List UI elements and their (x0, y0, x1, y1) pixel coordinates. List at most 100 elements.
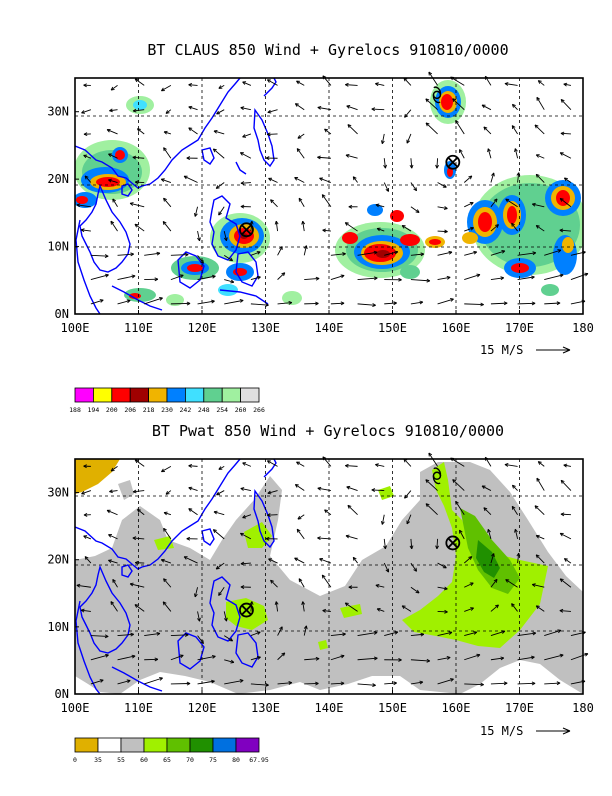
colorbar-swatch (149, 388, 167, 402)
wind-vector (535, 125, 544, 134)
wind-vector (348, 505, 358, 514)
wind-vector (384, 183, 388, 192)
wind-vector (107, 510, 117, 515)
wind-vector (544, 302, 560, 305)
wind-vector (505, 463, 518, 466)
wind-vector (269, 178, 278, 182)
wind-vector (295, 104, 304, 110)
y-tick-label: 30N (47, 105, 69, 119)
colorbar-swatch (222, 388, 240, 402)
x-tick-label: 130E (251, 701, 280, 715)
wind-vector (512, 126, 517, 134)
wind-vector (164, 148, 171, 159)
colorbar-swatch (167, 388, 185, 402)
colorbar-label: 194 (88, 406, 100, 414)
wind-vector (224, 280, 234, 283)
wind-vector (325, 510, 331, 515)
wind-vector (144, 678, 162, 684)
wind-vector (240, 153, 251, 159)
wind-vector (295, 484, 304, 490)
wind-vector (349, 205, 358, 208)
wind-vector (438, 183, 447, 188)
wind-vector (353, 177, 357, 183)
wind-vector (464, 202, 473, 206)
wind-vector (278, 273, 285, 280)
wind-vector (213, 530, 224, 539)
scale-vector: 15 M/S (480, 724, 570, 738)
wind-vector (325, 129, 331, 134)
colorbar-swatch (112, 388, 130, 402)
wind-vector (302, 221, 305, 231)
wind-vector (266, 157, 277, 160)
colorbar-swatch (130, 388, 148, 402)
wind-vector (241, 488, 251, 491)
wind-vector (405, 491, 411, 499)
wind-vector (130, 203, 144, 207)
wind-vector (491, 302, 507, 305)
wind-vector (345, 83, 357, 86)
y-tick-label: 0N (55, 307, 69, 321)
wind-vector (538, 81, 544, 86)
wind-vector (296, 81, 304, 85)
wind-vector (353, 557, 357, 563)
wind-vector (219, 85, 224, 88)
colorbar-swatch (204, 388, 222, 402)
wind-vector (213, 149, 224, 158)
wind-vector (331, 302, 344, 305)
wind-vector (512, 104, 517, 109)
cloud-cluster (124, 213, 302, 306)
wind-vector (505, 83, 518, 86)
wind-vector (84, 133, 91, 136)
wind-vector (491, 173, 494, 183)
y-tick-label: 30N (47, 486, 69, 500)
wind-vector (381, 134, 384, 144)
wind-vector (219, 466, 224, 469)
wind-vector (358, 304, 376, 307)
wind-vector (91, 274, 109, 279)
wind-vector (241, 107, 251, 110)
wind-vector (322, 195, 331, 207)
wind-vector (318, 487, 331, 490)
wind-vector (164, 512, 171, 515)
wind-vector (166, 491, 171, 495)
wind-vector (295, 177, 305, 182)
wind-vector (438, 230, 448, 233)
wind-vector (243, 463, 251, 467)
wind-vector (118, 300, 131, 304)
panel-pwat: BT Pwat 850 Wind + Gyrelocs 910810/0000 (47, 422, 594, 764)
wind-vector (438, 251, 452, 255)
cloud-cluster (73, 96, 154, 208)
wind-vector (411, 207, 419, 213)
wind-vector (346, 154, 358, 158)
wind-vector (118, 275, 136, 280)
wind-vector (189, 464, 198, 467)
scale-vector-label: 15 M/S (480, 724, 523, 738)
y-tick-label: 10N (47, 240, 69, 254)
wind-vector (109, 109, 117, 112)
wind-vector (217, 110, 225, 114)
wind-vector (219, 207, 225, 215)
wind-vector (384, 158, 387, 168)
wind-vector (347, 486, 358, 490)
y-tick-label: 0N (55, 687, 69, 701)
wind-vector (410, 158, 413, 168)
wind-vector (84, 84, 91, 87)
y-tick-label: 20N (47, 172, 69, 186)
colorbar-swatch (75, 388, 93, 402)
x-tick-label: 110E (124, 321, 153, 335)
wind-vector (404, 78, 411, 86)
wind-vector (251, 303, 269, 306)
wind-vector (304, 302, 318, 305)
wind-vector (198, 300, 215, 304)
wind-vector (299, 198, 304, 207)
wind-vector (267, 133, 277, 136)
x-tick-label: 160E (442, 321, 471, 335)
wind-vector (491, 277, 504, 280)
wind-vector (189, 509, 198, 515)
wind-vector (544, 682, 560, 685)
y-tick-label: 20N (47, 553, 69, 567)
wind-vector (537, 97, 544, 109)
wind-vector (164, 198, 171, 207)
wind-vector (243, 134, 251, 137)
